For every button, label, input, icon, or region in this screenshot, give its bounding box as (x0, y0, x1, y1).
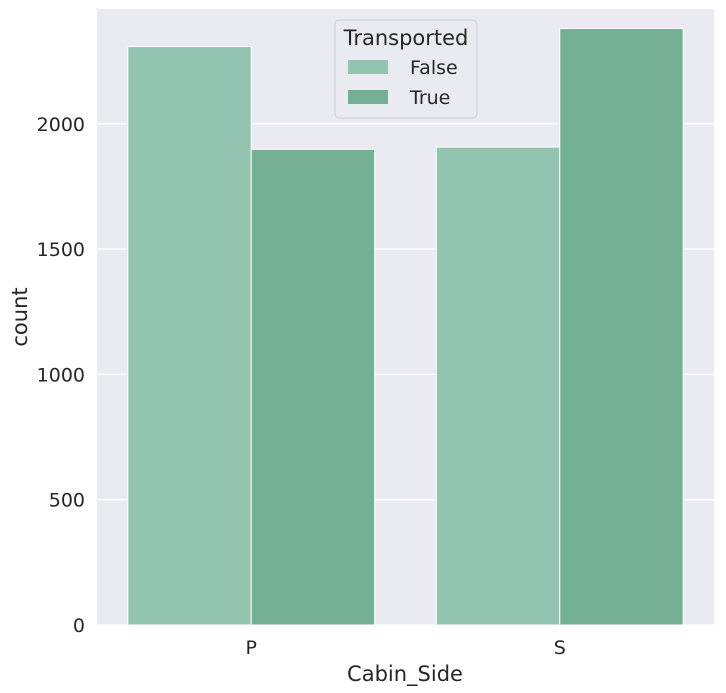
y-tick-label: 1500 (37, 239, 85, 261)
legend-swatch-false (348, 60, 388, 74)
legend: Transported False True (334, 19, 478, 119)
bar-p-true (250, 148, 376, 626)
y-tick-label: 1000 (37, 364, 85, 386)
y-tick-labels: 0 500 1000 1500 2000 (37, 114, 85, 637)
legend-label-true: True (409, 87, 450, 109)
bar-s-true (559, 28, 684, 626)
x-tick-label: S (554, 637, 566, 659)
bar-s-false (435, 146, 561, 626)
x-axis-title: Cabin_Side (347, 662, 463, 687)
y-tick-label: 0 (73, 615, 85, 637)
bar-p-false (127, 46, 252, 626)
legend-title: Transported (343, 26, 469, 50)
legend-label-false: False (410, 57, 458, 79)
bars (127, 28, 684, 626)
x-tick-label: P (246, 637, 257, 659)
y-tick-label: 500 (49, 490, 85, 512)
legend-swatch-true (348, 90, 388, 104)
y-tick-label: 2000 (37, 114, 85, 136)
y-axis-title: count (8, 287, 32, 346)
